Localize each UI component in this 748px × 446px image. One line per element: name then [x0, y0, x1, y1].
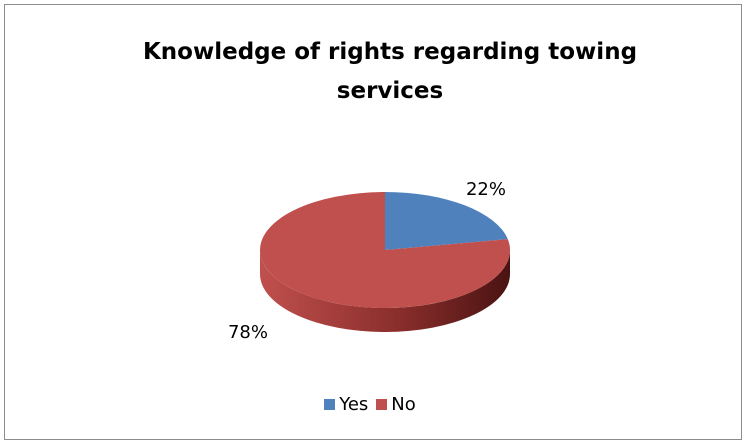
chart-title: Knowledge of rights regarding towing ser…	[142, 39, 638, 104]
legend-label-no: No	[391, 394, 416, 415]
legend-label-yes: Yes	[339, 394, 369, 415]
pie-slice-yes	[385, 192, 508, 250]
pie-slice-side-no	[260, 250, 510, 332]
legend: Yes No	[0, 394, 740, 415]
legend-swatch-yes	[324, 399, 336, 410]
legend-item-yes: Yes	[324, 394, 368, 415]
pie-slice-no	[260, 192, 510, 308]
legend-item-no: No	[376, 394, 416, 415]
legend-swatch-no	[376, 399, 388, 410]
data-label-yes: 22%	[466, 179, 506, 200]
data-label-no: 78%	[228, 322, 268, 343]
